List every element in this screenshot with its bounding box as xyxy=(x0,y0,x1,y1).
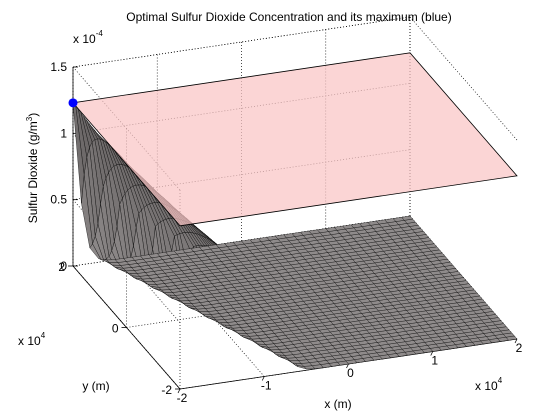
tick-mark xyxy=(177,388,181,394)
y-tick-label: 0 xyxy=(112,322,119,336)
z-tick-label: 0 xyxy=(60,259,67,273)
z-tick-label: 1 xyxy=(60,126,67,140)
tick-mark xyxy=(346,363,349,369)
y-tick-label: -2 xyxy=(161,383,172,397)
x-tick-label: 1 xyxy=(431,354,438,368)
tick-mark xyxy=(430,351,434,356)
z-tick-labels: 0 0.5 1 1.5 xyxy=(50,60,67,273)
z-exponent-label: x 10-4 xyxy=(73,29,103,46)
maximum-marker xyxy=(68,98,78,108)
z-tick-label: 1.5 xyxy=(50,60,67,74)
concentration-surface xyxy=(72,102,518,370)
x-tick-label: 2 xyxy=(516,341,523,355)
x-tick-label: -2 xyxy=(177,391,188,405)
chart-title: Optimal Sulfur Dioxide Concentration and… xyxy=(126,10,451,24)
tick-mark xyxy=(261,376,265,381)
grid-line xyxy=(409,16,518,141)
maximum-plane xyxy=(72,52,518,227)
y-exponent-label: x 104 xyxy=(18,331,46,348)
x-tick-labels: -2 -1 0 1 2 xyxy=(177,341,523,405)
y-tick-labels: -2 0 2 xyxy=(58,260,172,397)
x-axis-label: x (m) xyxy=(324,397,351,411)
z-axis-label: Sulfur Dioxide (g/m3) xyxy=(25,113,40,224)
tick-mark xyxy=(514,338,518,344)
y-tick-label: 2 xyxy=(58,260,65,274)
y-axis-label: y (m) xyxy=(82,379,109,393)
x-tick-label: -1 xyxy=(261,379,272,393)
x-tick-label: 0 xyxy=(347,366,354,380)
z-tick-label: 0.5 xyxy=(50,193,67,207)
x-exponent-label: x 104 xyxy=(475,376,503,393)
